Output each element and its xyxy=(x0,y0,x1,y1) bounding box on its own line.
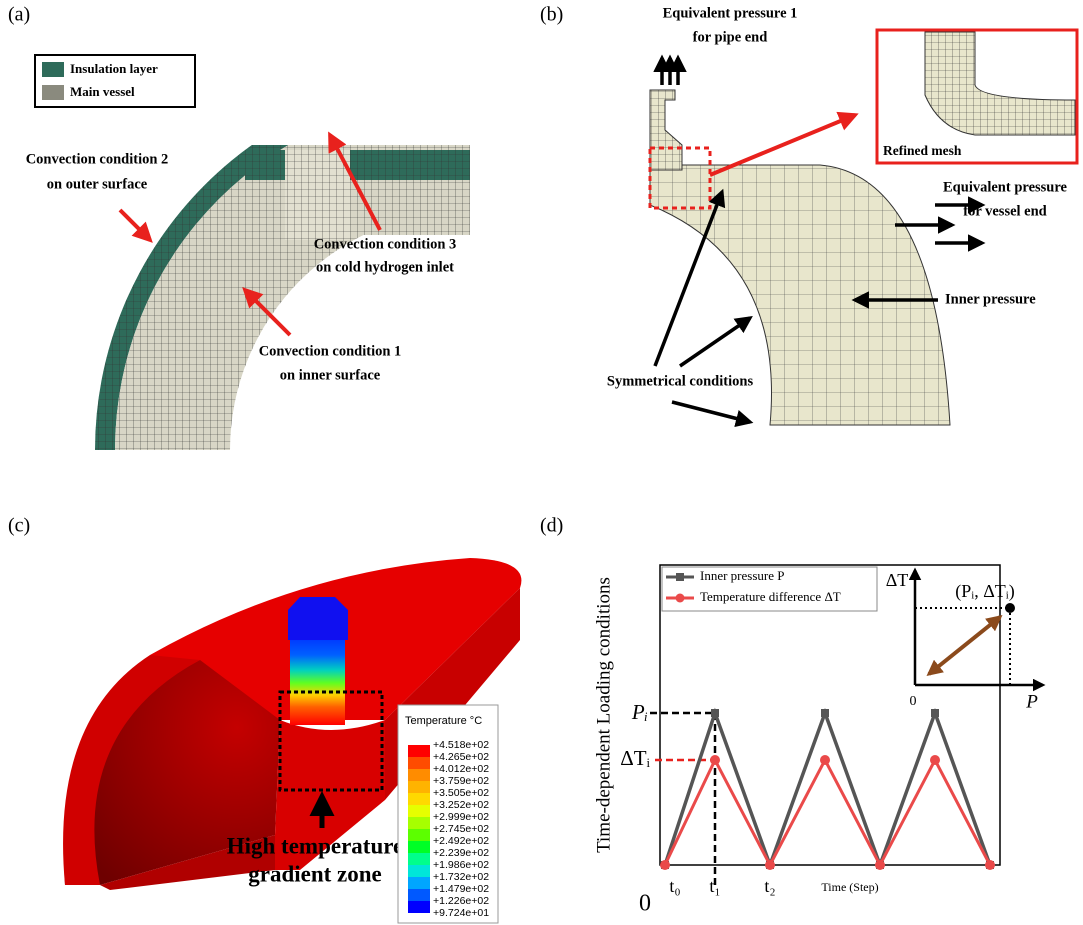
colorbar-cell xyxy=(408,865,430,877)
x-tick-label: t₀ xyxy=(669,876,680,896)
mesh xyxy=(650,90,682,170)
markers xyxy=(660,709,995,870)
annotation: Inner pressure xyxy=(945,291,1036,307)
colorbar-label: +3.759e+02 xyxy=(433,775,489,787)
temperature-marker xyxy=(710,755,720,765)
colorbar-cell xyxy=(408,901,430,913)
annotation: Symmetrical conditions xyxy=(607,373,754,389)
colorbar-title: Temperature °C xyxy=(405,715,482,727)
colorbar-cell xyxy=(408,877,430,889)
legend-marker xyxy=(676,594,685,603)
legend-label: Inner pressure P xyxy=(700,568,784,583)
colorbar-cell xyxy=(408,829,430,841)
pressure-marker xyxy=(821,709,829,717)
load-path xyxy=(929,617,1000,674)
annotation: for pipe end xyxy=(693,29,768,45)
colorbar-cell xyxy=(408,757,430,769)
legend-label: Temperature difference ΔT xyxy=(700,589,841,604)
colorbar-cell xyxy=(408,769,430,781)
colorbar-label: +1.732e+02 xyxy=(433,871,489,883)
annotation: Refined mesh xyxy=(883,143,962,158)
panel-label: (a) xyxy=(8,4,30,26)
pressure-marker xyxy=(931,709,939,717)
panel-label: (b) xyxy=(540,4,563,26)
colorbar-label: +4.012e+02 xyxy=(433,763,489,775)
colorbar-cell xyxy=(408,745,430,757)
mesh xyxy=(240,180,470,235)
colorbar-cell xyxy=(408,781,430,793)
legend-swatch xyxy=(42,62,64,77)
x-axis-title: Time (Step) xyxy=(821,880,878,894)
inset-point xyxy=(1005,603,1015,613)
colorbar-label: +2.745e+02 xyxy=(433,823,489,835)
colorbar-label: +1.479e+02 xyxy=(433,883,489,895)
colorbar: +4.518e+02+4.265e+02+4.012e+02+3.759e+02… xyxy=(408,739,489,919)
nozzle-top xyxy=(288,597,348,640)
legend-marker xyxy=(676,573,684,581)
annotation: High temperature xyxy=(227,833,404,858)
inset-x-label: P xyxy=(1025,691,1038,712)
colorbar-label: +1.986e+02 xyxy=(433,859,489,871)
colorbar-cell xyxy=(408,805,430,817)
inset-origin: 0 xyxy=(910,694,917,709)
page: (a) Insulation layer Main vessel Convect… xyxy=(0,0,1083,925)
annotation: on outer surface xyxy=(47,176,148,192)
annotation: Convection condition 1 xyxy=(259,343,402,359)
arrow xyxy=(672,402,750,422)
annotation: on inner surface xyxy=(280,367,381,383)
colorbar-cell xyxy=(408,853,430,865)
arrow xyxy=(680,318,750,366)
y-axis-title: Time-dependent Loading conditions xyxy=(593,577,614,853)
legend-label: Insulation layer xyxy=(70,61,158,76)
colorbar-label: +3.505e+02 xyxy=(433,787,489,799)
temperature-marker xyxy=(820,755,830,765)
colorbar-label: +2.999e+02 xyxy=(433,811,489,823)
figure: (a) Insulation layer Main vessel Convect… xyxy=(0,0,1083,925)
temperature-marker xyxy=(985,860,995,870)
annotation: on cold hydrogen inlet xyxy=(316,259,454,275)
annotation: Convection condition 2 xyxy=(26,151,169,167)
legend-swatch xyxy=(42,85,64,100)
panel-label: (c) xyxy=(8,515,30,537)
colorbar-label: +2.492e+02 xyxy=(433,835,489,847)
colorbar-label: +4.518e+02 xyxy=(433,739,489,751)
annotation: Equivalent pressure 1 xyxy=(663,5,798,21)
colorbar-label: +3.252e+02 xyxy=(433,799,489,811)
colorbar-label: +4.265e+02 xyxy=(433,751,489,763)
mesh xyxy=(285,150,350,240)
temperature-marker xyxy=(930,755,940,765)
temperature-marker xyxy=(765,860,775,870)
temperature-marker xyxy=(660,860,670,870)
annotation: gradient zone xyxy=(248,861,382,886)
x-tick-label: t₂ xyxy=(764,876,775,896)
legend-label: Main vessel xyxy=(70,84,135,99)
colorbar-cell xyxy=(408,793,430,805)
mesh xyxy=(245,150,470,180)
colorbar-label: +1.226e+02 xyxy=(433,895,489,907)
colorbar-label: +9.724e+01 xyxy=(433,907,489,919)
y-tick-label: Pᵢ xyxy=(631,700,648,724)
panel-label: (d) xyxy=(540,515,563,537)
colorbar-cell xyxy=(408,817,430,829)
pressure-marker xyxy=(711,709,719,717)
annotation: Equivalent pressure xyxy=(943,179,1068,195)
temperature-marker xyxy=(875,860,885,870)
colorbar-cell xyxy=(408,889,430,901)
arrow xyxy=(120,210,150,240)
colorbar-cell xyxy=(408,841,430,853)
inset-point-label: (Pᵢ, ΔTᵢ) xyxy=(955,581,1014,602)
origin-label: 0 xyxy=(639,891,651,917)
y-tick-label: ΔTᵢ xyxy=(620,746,650,770)
annotation: Convection condition 3 xyxy=(314,236,457,252)
inset-y-label: ΔT xyxy=(886,570,909,590)
colorbar-label: +2.239e+02 xyxy=(433,847,489,859)
